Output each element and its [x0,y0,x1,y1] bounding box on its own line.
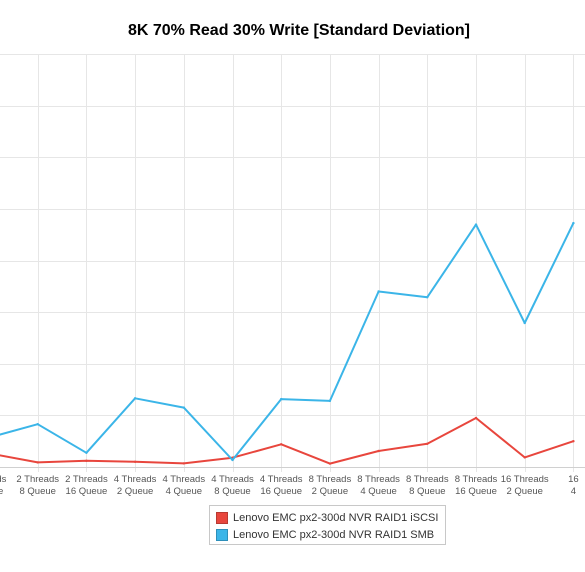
data-point [523,321,526,325]
data-point [572,440,575,443]
x-tick-label-line2: 4 Queue [360,486,396,497]
x-tick-label-line1: Threads [0,474,7,485]
data-point [328,399,332,403]
x-tick-label: 4 Threads 2 Queue [114,474,157,497]
legend-item-iscsi[interactable]: Lenovo EMC px2-300d NVR RAID1 iSCSI [216,511,438,525]
data-point [36,461,39,464]
data-point [133,397,137,400]
x-tick-label: 2 Threads 8 Queue [16,474,59,497]
legend-label-smb: Lenovo EMC px2-300d NVR RAID1 SMB [233,529,435,541]
x-tick-label-line1: 4 Threads [114,474,157,485]
legend-label-iscsi: Lenovo EMC px2-300d NVR RAID1 iSCSI [233,512,439,524]
x-tick-label-line1: 4 Threads [162,474,205,485]
x-tick-label: 16 4 [568,474,579,497]
x-tick-label-line2: 16 Queue [455,486,497,497]
x-tick-label: 8 Threads 2 Queue [309,474,352,497]
data-point [133,460,137,463]
data-point [474,416,478,420]
x-tick-label: 4 Threads 16 Queue [260,474,303,497]
data-point [523,456,526,459]
x-tick-label-line1: 2 Threads [16,474,59,485]
x-tick-label-line1: 2 Threads [65,474,108,485]
x-tick-label-line2: 2 Queue [312,486,348,497]
data-point [377,449,380,453]
x-tick-label: 8 Threads 16 Queue [455,474,498,497]
x-tick-label-line2: 8 Queue [409,486,445,497]
x-tick-label-line2: Queue [0,486,3,497]
legend-swatch-iscsi [216,512,228,524]
x-tick-label-line2: 16 Queue [66,486,108,497]
data-point [474,223,478,226]
data-point [426,296,429,299]
chart-title: 8K 70% Read 30% Write [Standard Deviatio… [128,22,470,39]
data-point [426,442,429,445]
data-point [85,459,88,462]
x-tick-label-line2: 4 [571,486,576,497]
data-point [182,462,185,465]
x-tick-label-line2: 16 Queue [260,486,302,497]
legend-swatch-smb [216,529,228,541]
x-tick-label: 8 Threads 4 Queue [357,474,400,497]
legend: Lenovo EMC px2-300d NVR RAID1 iSCSI Leno… [209,505,446,545]
x-tick-label-line1: 8 Threads [455,474,498,485]
x-tick-label: 16 Threads 2 Queue [501,474,549,497]
x-tick-label-line2: 2 Queue [117,486,153,497]
x-tick-label-line1: 4 Threads [211,474,254,485]
x-tick-label-line2: 2 Queue [506,486,542,497]
data-point [182,406,185,409]
data-point [85,451,88,454]
data-point [572,221,575,225]
data-point [280,397,283,401]
x-tick-label: 2 Threads 16 Queue [65,474,108,497]
x-tick-label-line2: 8 Queue [19,486,55,497]
data-point [280,443,283,446]
x-tick-label-line1: 8 Threads [406,474,449,485]
grid-lines [0,54,585,472]
legend-item-smb[interactable]: Lenovo EMC px2-300d NVR RAID1 SMB [216,528,434,542]
x-tick-label-line1: 8 Threads [357,474,400,485]
x-tick-label-line1: 16 Threads [501,474,549,485]
data-point [36,423,39,426]
series-layer [0,221,575,465]
x-tick-label-line2: 8 Queue [214,486,250,497]
x-tick-label: 4 Threads 4 Queue [162,474,205,497]
x-tick-label: ThreadsQueue [0,474,7,497]
x-tick-label-line2: 4 Queue [166,486,202,497]
x-tick-label: 8 Threads 8 Queue [406,474,449,497]
data-point [377,290,380,293]
data-point [328,462,332,465]
x-tick-label: 4 Threads 8 Queue [211,474,254,497]
x-tick-label-line1: 4 Threads [260,474,303,485]
x-tick-label-line1: 16 [568,474,579,485]
data-point [231,458,234,462]
x-tick-label-line1: 8 Threads [309,474,352,485]
